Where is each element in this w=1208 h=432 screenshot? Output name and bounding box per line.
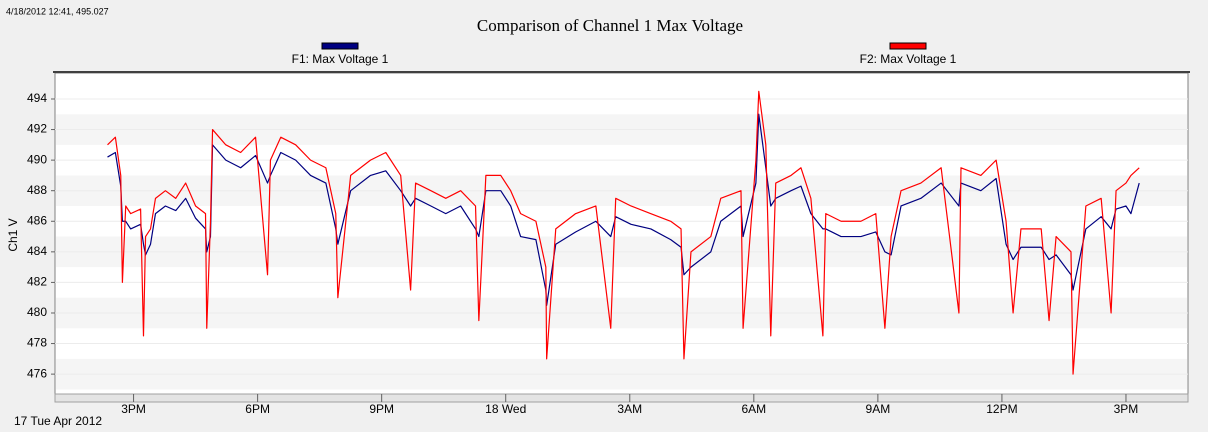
x-tick-label: 9AM	[866, 402, 891, 416]
x-axis-band	[54, 393, 1189, 403]
y-axis-label: Ch1 V	[6, 218, 20, 251]
y-tick-label: 480	[27, 305, 47, 319]
x-tick-label: 18 Wed	[485, 402, 526, 416]
x-tick-label: 3PM	[1114, 402, 1139, 416]
x-tick-label: 3AM	[617, 402, 642, 416]
y-tick-label: 492	[27, 122, 47, 136]
y-tick-label: 490	[27, 152, 47, 166]
x-tick-label: 12PM	[986, 402, 1017, 416]
x-tick-label: 6AM	[741, 402, 766, 416]
y-tick-label: 478	[27, 336, 47, 350]
y-tick-label: 482	[27, 275, 47, 289]
legend-label: F1: Max Voltage 1	[292, 52, 389, 66]
y-tick-label: 486	[27, 213, 47, 227]
cursor-readout: 4/18/2012 12:41, 495.027	[6, 6, 109, 16]
legend-label: F2: Max Voltage 1	[860, 52, 957, 66]
date-label: 17 Tue Apr 2012	[14, 414, 102, 428]
y-tick-label: 488	[27, 183, 47, 197]
x-tick-label: 6PM	[245, 402, 270, 416]
x-tick-label: 3PM	[121, 402, 146, 416]
series-line	[107, 90, 1140, 375]
legend-swatch	[889, 42, 927, 50]
legend-swatch	[321, 42, 359, 50]
y-tick-label: 484	[27, 244, 47, 258]
x-tick-label: 9PM	[369, 402, 394, 416]
chart-title: Comparison of Channel 1 Max Voltage	[477, 16, 743, 35]
y-tick-label: 476	[27, 366, 47, 380]
y-tick-label: 494	[27, 91, 47, 105]
series-line	[107, 113, 1140, 306]
